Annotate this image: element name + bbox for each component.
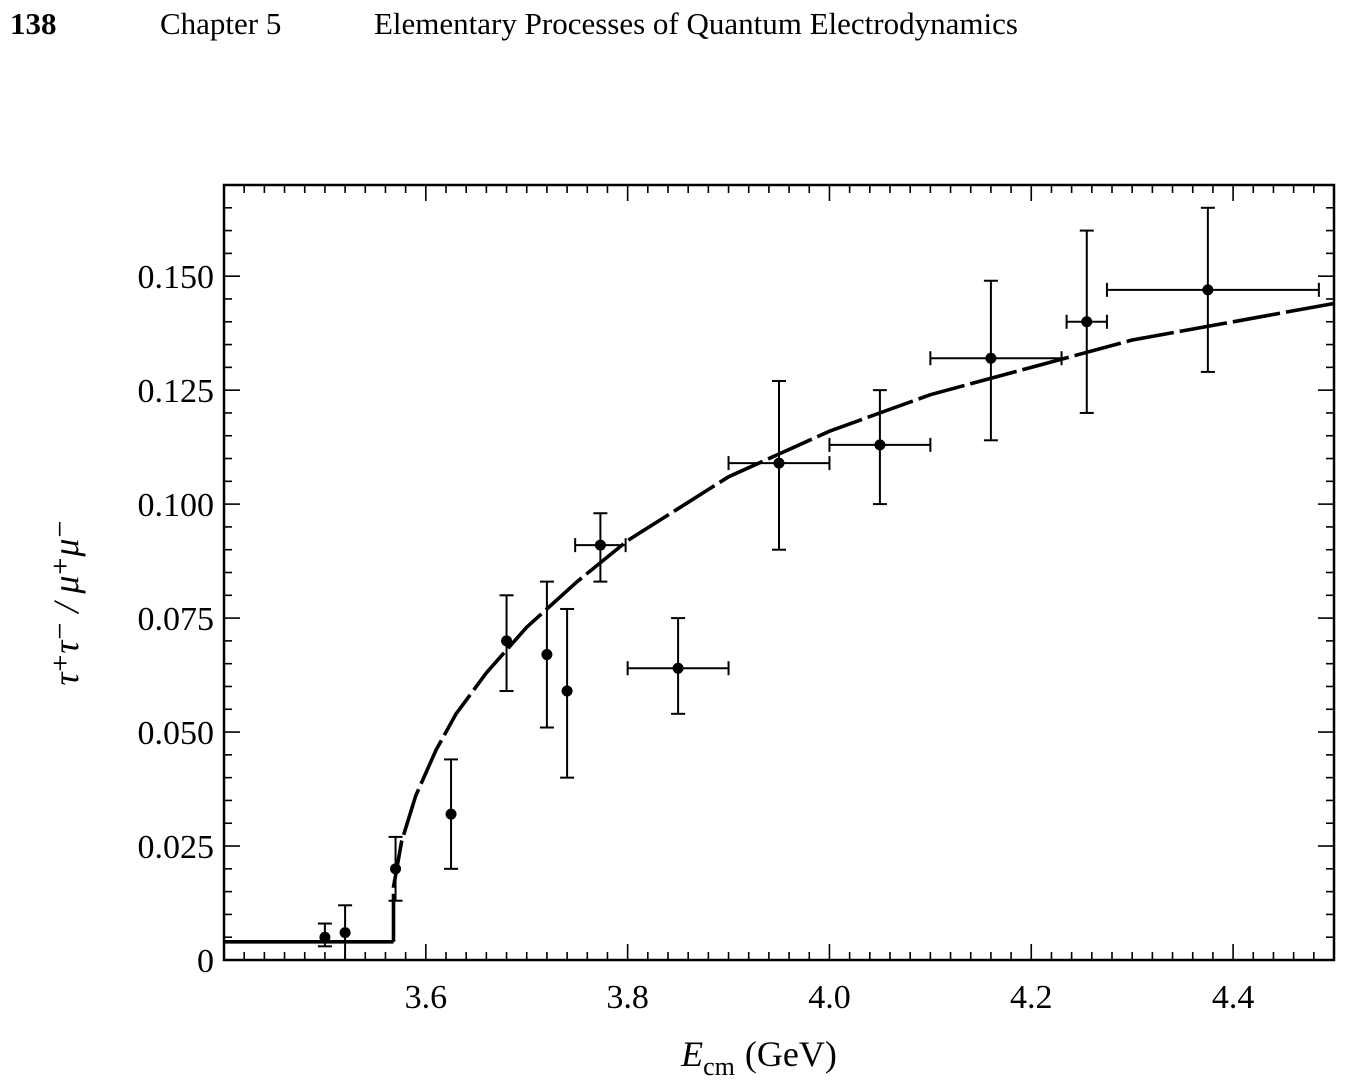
data-marker: [445, 808, 457, 820]
data-point: [828, 389, 932, 506]
y-tick-label: 0.050: [138, 715, 215, 752]
theory-curve: [224, 301, 1335, 944]
y-tick-label: 0.100: [138, 487, 215, 524]
x-axis-label-unit: (GeV): [745, 1034, 837, 1074]
data-point: [499, 594, 514, 693]
chapter-label: Chapter 5: [160, 6, 282, 41]
data-point: [388, 835, 403, 902]
plot-frame: [222, 183, 1336, 962]
data-point: [574, 512, 627, 583]
y-tick-label: 0.025: [138, 829, 215, 866]
data-marker: [1081, 316, 1093, 328]
x-axis-label: Ecm (GeV): [680, 1034, 837, 1081]
data-point: [560, 607, 575, 779]
theory-curve-segment: [391, 301, 1335, 942]
data-marker: [541, 649, 553, 661]
data-point: [727, 380, 831, 551]
data-point: [539, 580, 554, 729]
tick-marks: [224, 185, 1334, 960]
y-tick-label: 0.075: [138, 601, 215, 638]
data-point: [626, 617, 730, 715]
data-marker: [561, 685, 573, 697]
chapter-title: Elementary Processes of Quantum Electrod…: [374, 6, 1018, 41]
data-points: [317, 206, 1320, 961]
page-header: 138 Chapter 5 Elementary Processes of Qu…: [0, 0, 1360, 60]
data-point: [317, 922, 332, 948]
x-axis-label-main: E: [680, 1034, 703, 1074]
data-marker: [319, 931, 331, 943]
data-point: [338, 904, 353, 961]
x-axis-label-sub: cm: [703, 1052, 735, 1081]
x-tick-label: 3.6: [405, 979, 448, 1016]
x-tick-label: 3.8: [606, 979, 649, 1016]
data-point: [1105, 206, 1320, 373]
y-tick-labels: 0 0.025 0.050 0.075 0.100 0.125 0.150: [138, 259, 215, 980]
data-marker: [501, 635, 513, 647]
data-marker: [672, 662, 684, 674]
y-tick-label: 0: [197, 943, 214, 980]
data-marker: [390, 863, 402, 875]
data-marker: [773, 457, 785, 469]
data-marker: [1202, 284, 1214, 296]
x-tick-labels: 3.6 3.8 4.0 4.2 4.4: [405, 979, 1255, 1016]
data-marker: [874, 439, 886, 451]
y-tick-label: 0.150: [138, 259, 215, 296]
data-marker: [339, 927, 351, 939]
data-point: [444, 758, 459, 870]
x-tick-label: 4.0: [808, 979, 851, 1016]
page-number: 138: [10, 6, 57, 41]
data-point: [929, 279, 1063, 442]
y-axis-label: τ⁺τ⁻ / μ⁺μ⁻: [46, 520, 86, 686]
x-tick-label: 4.4: [1212, 979, 1255, 1016]
data-marker: [985, 352, 997, 364]
x-tick-label: 4.2: [1010, 979, 1053, 1016]
data-marker: [594, 539, 606, 551]
data-point: [1065, 229, 1108, 414]
y-tick-label: 0.125: [138, 373, 215, 410]
